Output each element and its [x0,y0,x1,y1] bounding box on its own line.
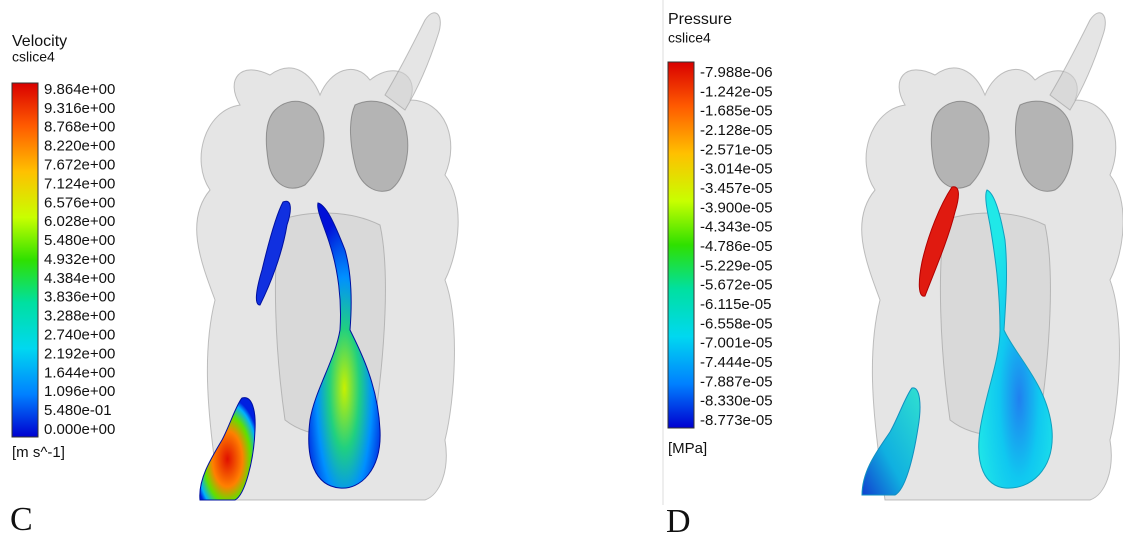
colorbar-label: -1.242e-05 [700,83,773,100]
colorbar-label: 3.288e+00 [44,308,115,325]
pressure-contour [861,12,1123,501]
panel-subtitle: cslice4 [668,30,711,46]
colorbar-label: 1.644e+00 [44,364,115,381]
colorbar-label: 0.000e+00 [44,421,115,438]
colorbar-label: 3.836e+00 [44,289,115,306]
colorbar-label: 5.480e+00 [44,232,115,249]
unit-label: [m s^-1] [12,444,65,461]
colorbar-label: 6.028e+00 [44,213,115,230]
colorbar-label: 9.864e+00 [44,81,115,98]
colorbar-label: -7.444e-05 [700,354,773,371]
colorbar-label: 8.220e+00 [44,138,115,155]
colorbar-label: -7.001e-05 [700,335,773,352]
colorbar-label: -5.672e-05 [700,277,773,294]
colorbar-label: 4.932e+00 [44,251,115,268]
colorbar-label: 7.124e+00 [44,175,115,192]
colorbar-label: -7.988e-06 [700,64,773,81]
colorbar [11,82,39,438]
panel-subtitle: cslice4 [12,49,55,65]
colorbar-label: 7.672e+00 [44,157,115,174]
colorbar-label: -3.900e-05 [700,199,773,216]
panel-title: Pressure [668,11,732,28]
colorbar [667,61,695,429]
colorbar-label: -6.115e-05 [700,296,771,313]
colorbar-label: 1.096e+00 [44,383,115,400]
colorbar-label: 9.316e+00 [44,100,115,117]
colorbar-label: -6.558e-05 [700,315,773,332]
colorbar-label: 4.384e+00 [44,270,115,287]
colorbar-label: -8.330e-05 [700,393,773,410]
colorbar-label: 6.576e+00 [44,194,115,211]
colorbar-label: 5.480e-01 [44,402,112,419]
velocity-contour [196,12,459,501]
colorbar-label: -2.571e-05 [700,141,773,158]
colorbar-label: -1.685e-05 [700,103,773,120]
colorbar-label: -4.343e-05 [700,219,773,236]
panel-letter: D [666,503,691,540]
unit-label: [MPa] [668,440,707,457]
colorbar-label: -4.786e-05 [700,238,773,255]
colorbar-label: 2.740e+00 [44,327,115,344]
colorbar-label: 8.768e+00 [44,119,115,136]
colorbar-label: -5.229e-05 [700,257,773,274]
colorbar-label: -8.773e-05 [700,412,773,429]
colorbar-label: -7.887e-05 [700,373,773,390]
colorbar-label: -3.457e-05 [700,180,773,197]
colorbar-label: -3.014e-05 [700,161,773,178]
panel-title: Velocity [12,33,67,50]
panel-letter: C [10,501,33,538]
colorbar-label: -2.128e-05 [700,122,773,139]
colorbar-label: 2.192e+00 [44,345,115,362]
